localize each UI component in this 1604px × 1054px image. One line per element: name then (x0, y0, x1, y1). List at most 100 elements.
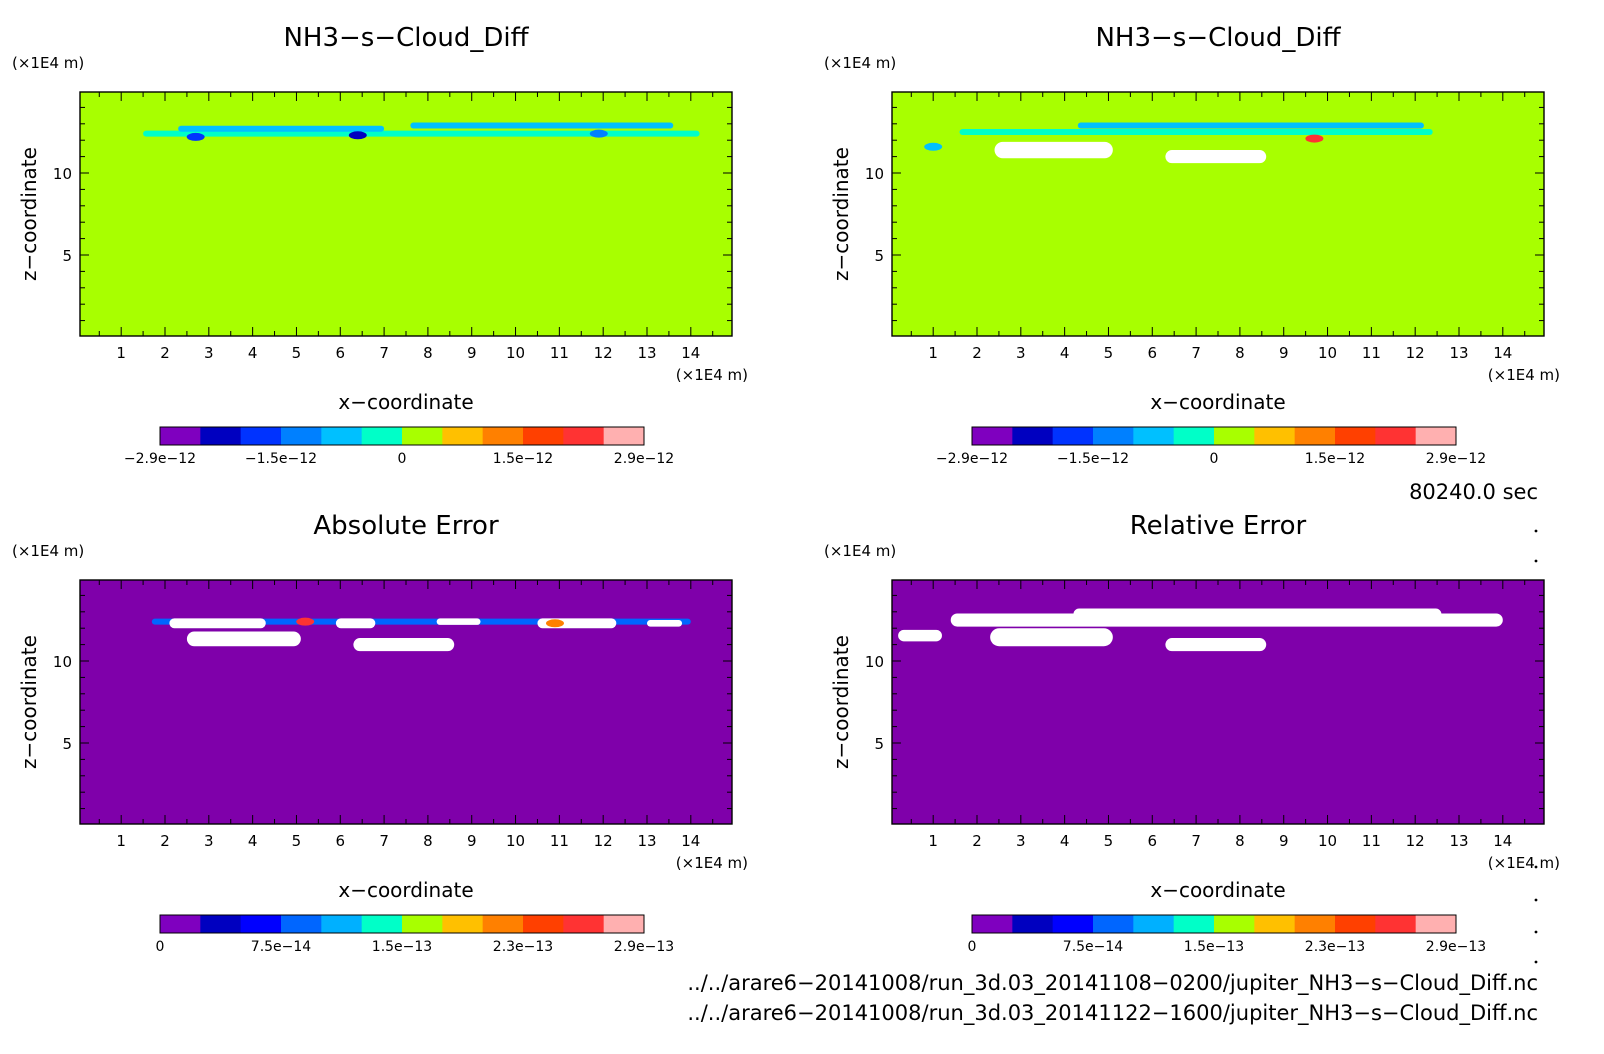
x-tick-label: 7 (1191, 344, 1201, 362)
x-tick-label: 3 (204, 344, 214, 362)
colorbar-label: 1.5e−12 (1305, 451, 1365, 467)
colorbar-swatch (1214, 915, 1255, 933)
colorbar-swatch (523, 427, 564, 445)
x-tick-label: 8 (423, 344, 433, 362)
colorbar-swatch (402, 427, 443, 445)
colorbar-swatch (442, 427, 484, 445)
x-tick-label: 1 (928, 344, 938, 362)
contour-blob (335, 618, 376, 629)
z-axis-label: z−coordinate (17, 147, 41, 281)
x-tick-label: 4 (1060, 832, 1070, 850)
x-tick-label: 11 (1362, 344, 1381, 362)
x-tick-label: 8 (423, 832, 433, 850)
colorbar-swatch (1052, 915, 1094, 933)
z-unit-label: (×1E4 m) (824, 54, 896, 72)
colorbar-swatch (1133, 427, 1175, 445)
z-tick-label: 10 (53, 653, 72, 671)
x-unit-label: (×1E4 m) (676, 366, 748, 384)
z-unit-label: (×1E4 m) (12, 54, 84, 72)
colorbar-frame (159, 914, 645, 934)
x-tick-label: 1 (928, 832, 938, 850)
x-tick-label: 14 (681, 344, 700, 362)
x-tick-label: 12 (1406, 344, 1425, 362)
colorbar-swatch (1375, 427, 1417, 445)
x-tick-label: 14 (1493, 344, 1512, 362)
panel-title: NH3−s−Cloud_Diff (283, 23, 529, 53)
x-tick-label: 5 (1104, 832, 1114, 850)
contour-blob (1165, 150, 1267, 164)
colorbar-label: −1.5e−12 (1057, 451, 1129, 467)
contour-spot (924, 142, 943, 151)
x-unit-label: (×1E4 m) (1488, 854, 1560, 872)
contour-spot (545, 619, 564, 628)
x-tick-label: 5 (292, 832, 302, 850)
contour-blob (646, 620, 683, 627)
colorbar-swatch (1254, 915, 1296, 933)
x-tick-label: 8 (1235, 344, 1245, 362)
colorbar-swatch (1375, 915, 1417, 933)
x-tick-label: 4 (248, 344, 258, 362)
colorbar-swatch (281, 427, 322, 445)
colorbar-swatch (321, 915, 363, 933)
colorbar-swatch (523, 915, 564, 933)
panel-title: NH3−s−Cloud_Diff (1095, 23, 1341, 53)
x-axis-label: x−coordinate (1150, 878, 1285, 902)
colorbar-swatch (321, 427, 363, 445)
contour-band (959, 129, 1433, 136)
panel-4: Relative Error(×1E4 m)1 2 3 4 5 6 7 8 9 10 11 12 13 1… (824, 511, 1560, 955)
contour-band (178, 125, 385, 132)
field-features (143, 122, 700, 141)
colorbar-swatch (482, 427, 524, 445)
time-label: 80240.0 sec (1409, 480, 1538, 504)
x-tick-label: 12 (594, 832, 613, 850)
contour-spot (1305, 134, 1324, 143)
contour-band (143, 130, 700, 137)
z-tick-label: 5 (62, 247, 72, 265)
colorbar-label: −2.9e−12 (936, 451, 1008, 467)
x-tick-label: 8 (1235, 832, 1245, 850)
colorbar-label: −1.5e−12 (245, 451, 317, 467)
contour-blob (169, 618, 266, 629)
colorbar-label: 7.5e−14 (251, 939, 312, 955)
x-tick-label: 12 (594, 344, 613, 362)
colorbar-swatch (563, 915, 605, 933)
colorbar-swatch (240, 427, 282, 445)
colorbar-swatch (1335, 427, 1376, 445)
colorbar-swatch (1335, 915, 1376, 933)
colorbar-swatch (1294, 915, 1336, 933)
colorbar-swatch (1294, 427, 1336, 445)
colorbar-swatch (1093, 915, 1134, 933)
x-tick-label: 13 (637, 344, 656, 362)
contour-blob (1165, 638, 1267, 652)
z-tick-label: 10 (865, 653, 884, 671)
contour-blob (994, 141, 1113, 159)
contour-blob (436, 618, 481, 625)
colorbar-swatch (1093, 427, 1134, 445)
colorbar-swatch (972, 915, 1013, 933)
colorbar-swatch (160, 915, 201, 933)
colorbar-swatch (281, 915, 322, 933)
colorbar-swatch (240, 915, 282, 933)
colorbar-swatch (361, 427, 403, 445)
x-tick-label: 10 (1318, 832, 1337, 850)
z-axis-label: z−coordinate (17, 635, 41, 769)
contour-blob (186, 631, 301, 647)
x-unit-label: (×1E4 m) (676, 854, 748, 872)
colorbar-swatch (1415, 427, 1457, 445)
x-tick-label: 3 (204, 832, 214, 850)
x-tick-label: 3 (1016, 344, 1026, 362)
panel-3: Absolute Error(×1E4 m)1 2 3 4 5 6 7 8 9 10 11 12 13 1… (12, 511, 748, 955)
contour-blob (990, 628, 1113, 647)
z-tick-label: 5 (874, 735, 884, 753)
colorbar-swatch (972, 427, 1013, 445)
colorbar-label: 2.9e−13 (1426, 939, 1486, 955)
colorbar-label: 2.9e−12 (614, 451, 674, 467)
x-tick-label: 1 (116, 832, 126, 850)
file-path-1: ../../arare6−20141008/run_3d.03_20141108… (687, 971, 1538, 996)
x-axis-label: x−coordinate (338, 390, 473, 414)
x-tick-label: 12 (1406, 832, 1425, 850)
colorbar-swatch (1254, 427, 1296, 445)
colorbar-swatch (1133, 915, 1175, 933)
x-tick-label: 6 (336, 344, 346, 362)
